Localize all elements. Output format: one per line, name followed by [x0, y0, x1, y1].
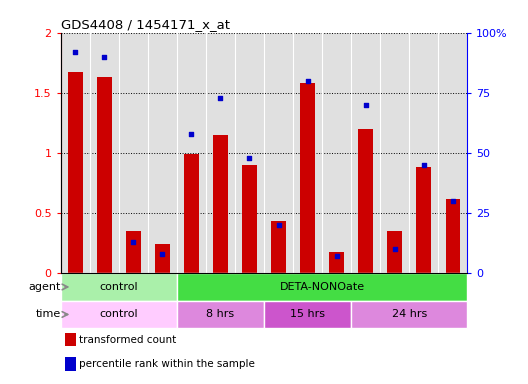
Bar	[126, 231, 140, 273]
Point	[187, 131, 196, 137]
Point	[129, 239, 137, 245]
Bar	[329, 252, 344, 273]
Text: GDS4408 / 1454171_x_at: GDS4408 / 1454171_x_at	[61, 18, 230, 31]
Point	[449, 198, 457, 204]
Point	[100, 54, 109, 60]
Text: control: control	[99, 282, 138, 292]
Bar	[388, 231, 402, 273]
Text: percentile rank within the sample: percentile rank within the sample	[79, 359, 255, 369]
Text: time: time	[35, 310, 61, 319]
Bar	[65, 333, 76, 346]
Point	[275, 222, 283, 228]
Point	[391, 246, 399, 252]
Bar	[300, 83, 315, 273]
Point	[71, 49, 80, 55]
Bar	[271, 222, 286, 273]
Bar	[97, 77, 111, 273]
Point	[158, 251, 167, 257]
Text: agent: agent	[29, 282, 61, 292]
Text: 24 hrs: 24 hrs	[392, 310, 427, 319]
Bar	[242, 165, 257, 273]
Text: control: control	[99, 310, 138, 319]
Bar	[359, 129, 373, 273]
Bar	[68, 72, 82, 273]
Bar	[177, 273, 467, 301]
Bar	[213, 135, 228, 273]
Bar	[184, 154, 199, 273]
Bar	[155, 244, 169, 273]
Text: 8 hrs: 8 hrs	[206, 310, 234, 319]
Bar	[417, 167, 431, 273]
Text: DETA-NONOate: DETA-NONOate	[279, 282, 365, 292]
Point	[245, 155, 254, 161]
Bar	[65, 357, 76, 371]
Bar	[61, 301, 177, 328]
Text: 15 hrs: 15 hrs	[290, 310, 325, 319]
Bar	[446, 199, 460, 273]
Bar	[61, 273, 177, 301]
Point	[361, 102, 370, 108]
Bar	[177, 301, 264, 328]
Text: transformed count: transformed count	[79, 335, 176, 345]
Point	[420, 162, 428, 168]
Bar	[264, 301, 351, 328]
Point	[333, 253, 341, 260]
Point	[216, 94, 225, 101]
Bar	[351, 301, 467, 328]
Point	[303, 78, 312, 84]
